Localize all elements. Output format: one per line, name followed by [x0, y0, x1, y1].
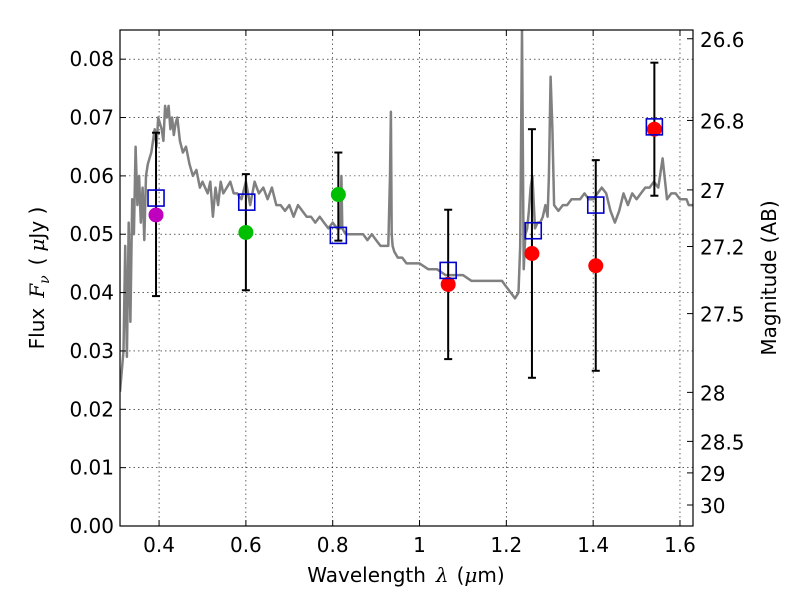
- x-tick-label: 1.6: [664, 533, 696, 557]
- y-tick-label: 0.04: [69, 281, 114, 305]
- grid: [120, 30, 693, 526]
- observed-point: [440, 276, 456, 292]
- x-tick-label: 0.6: [230, 533, 262, 557]
- x-tick-label: 1.2: [490, 533, 522, 557]
- x-tick-label: 1.4: [577, 533, 609, 557]
- observed-point: [330, 187, 346, 203]
- right-tick-label: 30: [700, 494, 725, 518]
- spectrum-line: [120, 30, 693, 392]
- model-photometry-square: [439, 261, 457, 280]
- model-photometry-square: [329, 226, 348, 245]
- observed-point: [588, 258, 604, 274]
- y-axis-label: Flux Fν ( μJy ): [25, 207, 53, 350]
- right-tick-label: 26.8: [700, 109, 745, 133]
- right-tick-label: 27.5: [700, 303, 745, 327]
- y-axis-label-unit-mu: μ: [25, 239, 49, 252]
- x-tick-label: 0.8: [317, 533, 349, 557]
- y-tick-label: 0.06: [69, 164, 114, 188]
- y-axis-label-symbol: F: [25, 283, 49, 299]
- model-photometry-square: [524, 221, 543, 240]
- model-photometry-square: [645, 118, 664, 136]
- right-axis-ticks: 26.6 26.8 27 27.2 27.5 28 28.5 29 30: [687, 28, 745, 518]
- y-tick-label: 0.03: [69, 339, 114, 363]
- x-tick-label: 1: [413, 533, 426, 557]
- y-axis-label-subscript: ν: [37, 275, 53, 284]
- model-photometry-square: [586, 196, 605, 214]
- y-axis-label-prefix: Flux: [25, 308, 49, 350]
- x-axis-label: Wavelength λ (μm): [307, 563, 504, 587]
- right-tick-label: 27: [700, 179, 725, 203]
- x-axis-label-symbol: λ: [435, 563, 449, 587]
- x-axis-ticks: 0.4 0.6 0.8 1 1.2 1.4 1.6: [143, 30, 696, 557]
- y-tick-label: 0.05: [69, 222, 114, 246]
- plot-background: [120, 30, 693, 526]
- x-axis-label-unit-rest: m): [477, 563, 504, 587]
- y-tick-label: 0.00: [69, 514, 114, 538]
- model-photometry-squares: [147, 118, 664, 280]
- x-axis-label-unit-mu: μ: [464, 563, 477, 587]
- y-axis-ticks: 0.00 0.01 0.02 0.03 0.04 0.05 0.06 0.07 0.08: [69, 47, 126, 538]
- right-tick-label: 28: [700, 381, 725, 405]
- plot-frame: [119, 29, 694, 527]
- observed-point: [148, 207, 164, 223]
- y-axis-label-unit-open: (: [25, 258, 49, 266]
- model-photometry-square: [147, 189, 165, 207]
- right-tick-label: 28.5: [700, 430, 745, 454]
- y-tick-label: 0.07: [69, 106, 114, 130]
- x-axis-label-prefix: Wavelength: [307, 563, 426, 587]
- observed-point: [646, 121, 662, 137]
- right-tick-label: 27.2: [700, 235, 745, 259]
- right-tick-label: 29: [700, 462, 725, 486]
- y-tick-label: 0.02: [69, 397, 114, 421]
- model-photometry-square: [237, 193, 256, 211]
- x-axis-label-unit-open: (: [457, 563, 465, 587]
- right-axis-label: Magnitude (AB): [757, 200, 781, 355]
- observed-point: [238, 224, 254, 240]
- right-tick-label: 26.6: [700, 28, 745, 52]
- y-axis-label-unit-rest: Jy ): [25, 207, 49, 241]
- model-spectrum: [120, 30, 693, 392]
- y-tick-label: 0.08: [69, 47, 114, 71]
- observed-point: [524, 245, 540, 261]
- x-tick-label: 0.4: [143, 533, 175, 557]
- observed-points: [148, 121, 662, 292]
- y-tick-label: 0.01: [69, 456, 114, 480]
